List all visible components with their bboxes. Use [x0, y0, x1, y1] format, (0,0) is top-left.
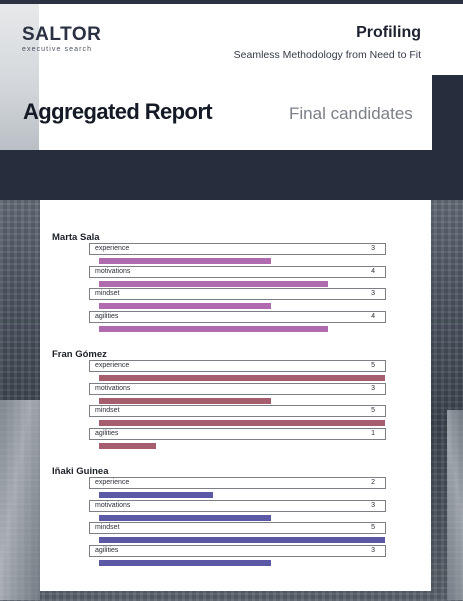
metric-row-mindset: mindset 5 [89, 522, 386, 544]
header-subtitle: Seamless Methodology from Need to Fit [233, 49, 421, 61]
navy-band [0, 150, 463, 200]
metric-value: 5 [371, 524, 375, 531]
header-title: Profiling [356, 24, 421, 41]
metric-value: 3 [371, 245, 375, 252]
metric-frame: motivations 4 [89, 266, 386, 278]
metric-frame: experience 3 [89, 243, 386, 255]
metric-score-bar [99, 443, 156, 449]
metric-label: mindset [95, 290, 120, 297]
metric-row-experience: experience 3 [89, 243, 386, 265]
report-title: Aggregated Report [23, 99, 213, 124]
metric-score-bar [99, 560, 271, 566]
saltor-logo: SALTOR executive search [22, 25, 101, 54]
metric-score-bar [99, 537, 385, 543]
metric-score-bar [99, 375, 385, 381]
metric-row-motivations: motivations 4 [89, 266, 386, 288]
metric-value: 4 [371, 268, 375, 275]
highway-image-right [447, 410, 463, 600]
metric-frame: mindset 5 [89, 405, 386, 417]
metric-frame: agilities 1 [89, 428, 386, 440]
metric-frame: agilities 3 [89, 545, 386, 557]
metric-row-mindset: mindset 5 [89, 405, 386, 427]
metric-label: experience [95, 362, 130, 369]
header-photo-strip [0, 0, 39, 150]
metric-label: mindset [95, 407, 120, 414]
metric-label: motivations [95, 502, 131, 509]
metric-score-bar [99, 281, 328, 287]
metric-value: 2 [371, 479, 375, 486]
metric-label: agilities [95, 313, 119, 320]
logo-wordmark: SALTOR [22, 24, 102, 45]
metric-row-motivations: motivations 3 [89, 383, 386, 405]
metric-row-experience: experience 5 [89, 360, 386, 382]
metric-score-bar [99, 515, 271, 521]
navy-column [432, 75, 463, 200]
metric-value: 3 [371, 502, 375, 509]
metric-row-experience: experience 2 [89, 477, 386, 499]
metric-value: 5 [371, 362, 375, 369]
metric-label: agilities [95, 547, 119, 554]
metric-value: 3 [371, 385, 375, 392]
metric-value: 4 [371, 313, 375, 320]
metric-row-agilities: agilities 4 [89, 311, 386, 333]
header-panel [39, 0, 463, 150]
top-edge-bar [0, 0, 463, 4]
candidate-name: Fran Gómez [52, 349, 107, 360]
candidate-name: Marta Sala [52, 232, 100, 243]
metric-score-bar [99, 398, 271, 404]
metric-label: experience [95, 245, 130, 252]
logo-tagline: executive search [22, 46, 93, 53]
metric-score-bar [99, 326, 328, 332]
metric-frame: motivations 3 [89, 383, 386, 395]
report-subtitle: Final candidates [289, 104, 413, 123]
metric-row-motivations: motivations 3 [89, 500, 386, 522]
metric-value: 3 [371, 290, 375, 297]
metric-label: agilities [95, 430, 119, 437]
metric-value: 1 [371, 430, 375, 437]
metric-frame: mindset 3 [89, 288, 386, 300]
metric-frame: agilities 4 [89, 311, 386, 323]
metric-score-bar [99, 303, 271, 309]
metric-score-bar [99, 420, 385, 426]
metric-frame: mindset 5 [89, 522, 386, 534]
highway-image-left [0, 400, 40, 600]
metric-score-bar [99, 492, 213, 498]
metric-row-mindset: mindset 3 [89, 288, 386, 310]
metric-frame: motivations 3 [89, 500, 386, 512]
metric-value: 3 [371, 547, 375, 554]
metric-frame: experience 5 [89, 360, 386, 372]
metric-value: 5 [371, 407, 375, 414]
metric-score-bar [99, 258, 271, 264]
metric-label: motivations [95, 385, 131, 392]
candidates-card: Marta Sala experience 3 motivations 4 mindset… [40, 200, 431, 591]
candidate-name: Iñaki Guinea [52, 466, 109, 477]
metric-label: motivations [95, 268, 131, 275]
metric-label: experience [95, 479, 130, 486]
metric-row-agilities: agilities 1 [89, 428, 386, 450]
metric-label: mindset [95, 524, 120, 531]
metric-row-agilities: agilities 3 [89, 545, 386, 567]
metric-frame: experience 2 [89, 477, 386, 489]
